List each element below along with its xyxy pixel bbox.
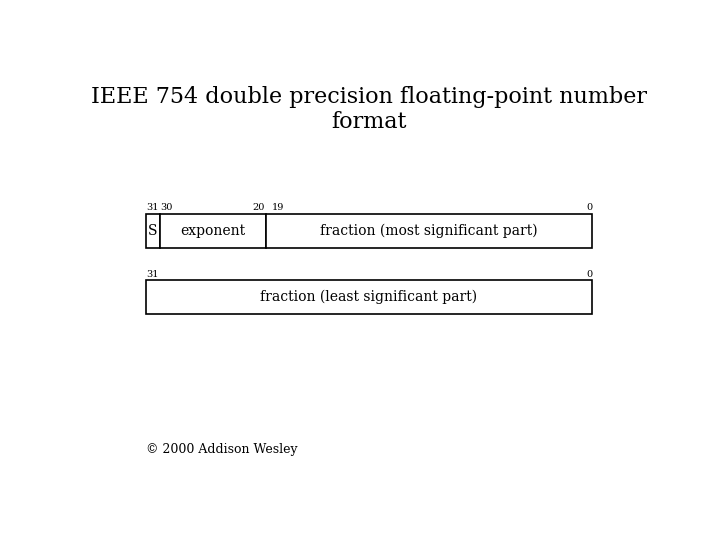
Text: exponent: exponent xyxy=(180,224,246,238)
Text: IEEE 754 double precision floating-point number
format: IEEE 754 double precision floating-point… xyxy=(91,85,647,133)
Text: fraction (most significant part): fraction (most significant part) xyxy=(320,224,538,238)
Text: 31: 31 xyxy=(145,269,158,279)
Text: S: S xyxy=(148,224,158,238)
Text: © 2000 Addison Wesley: © 2000 Addison Wesley xyxy=(145,443,297,456)
Text: 20: 20 xyxy=(252,203,265,212)
Bar xyxy=(160,214,266,248)
Bar xyxy=(266,214,593,248)
Text: 30: 30 xyxy=(161,203,173,212)
Text: 0: 0 xyxy=(586,269,593,279)
Text: 0: 0 xyxy=(586,203,593,212)
Text: 19: 19 xyxy=(271,203,284,212)
Text: 31: 31 xyxy=(145,203,158,212)
Text: fraction (least significant part): fraction (least significant part) xyxy=(261,290,477,305)
Bar xyxy=(145,280,593,314)
Bar xyxy=(145,214,160,248)
